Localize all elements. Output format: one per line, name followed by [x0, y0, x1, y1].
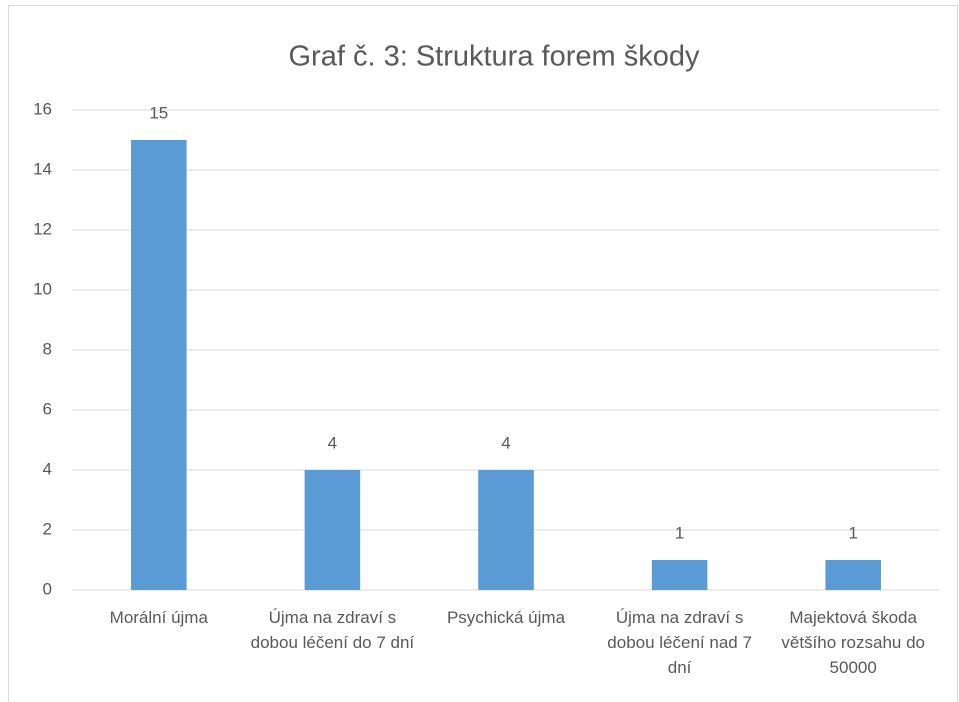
- y-tick-label: 2: [43, 519, 52, 538]
- x-tick-label: Morální újma: [109, 608, 208, 627]
- bar: [304, 470, 361, 590]
- data-label: 1: [675, 523, 684, 542]
- data-label: 4: [501, 433, 510, 452]
- y-tick-label: 14: [33, 159, 52, 178]
- x-tick-label: Majektová škoda většího rozsahu do 50000: [781, 608, 926, 677]
- y-tick-label: 12: [33, 219, 52, 238]
- y-tick-label: 8: [43, 339, 52, 358]
- bar: [651, 560, 708, 590]
- y-tick-label: 0: [43, 579, 52, 598]
- bar: [478, 470, 534, 590]
- x-tick-label: Újma na zdraví s dobou léčení do 7 dní: [250, 608, 415, 652]
- chart-border: [8, 5, 958, 702]
- data-label: 4: [328, 433, 337, 452]
- y-tick-label: 6: [43, 399, 52, 418]
- y-tick-label: 16: [33, 99, 52, 118]
- data-label: 15: [149, 103, 168, 122]
- bar: [825, 560, 881, 590]
- x-tick-label: Psychická újma: [446, 608, 566, 627]
- chart-title: Graf č. 3: Struktura forem škody: [289, 41, 700, 73]
- y-tick-label: 10: [33, 279, 52, 298]
- bar: [131, 140, 187, 590]
- y-tick-label: 4: [43, 459, 52, 478]
- x-tick-label: Újma na zdraví s dobou léčení nad 7 dní: [607, 608, 752, 677]
- data-label: 1: [848, 523, 857, 542]
